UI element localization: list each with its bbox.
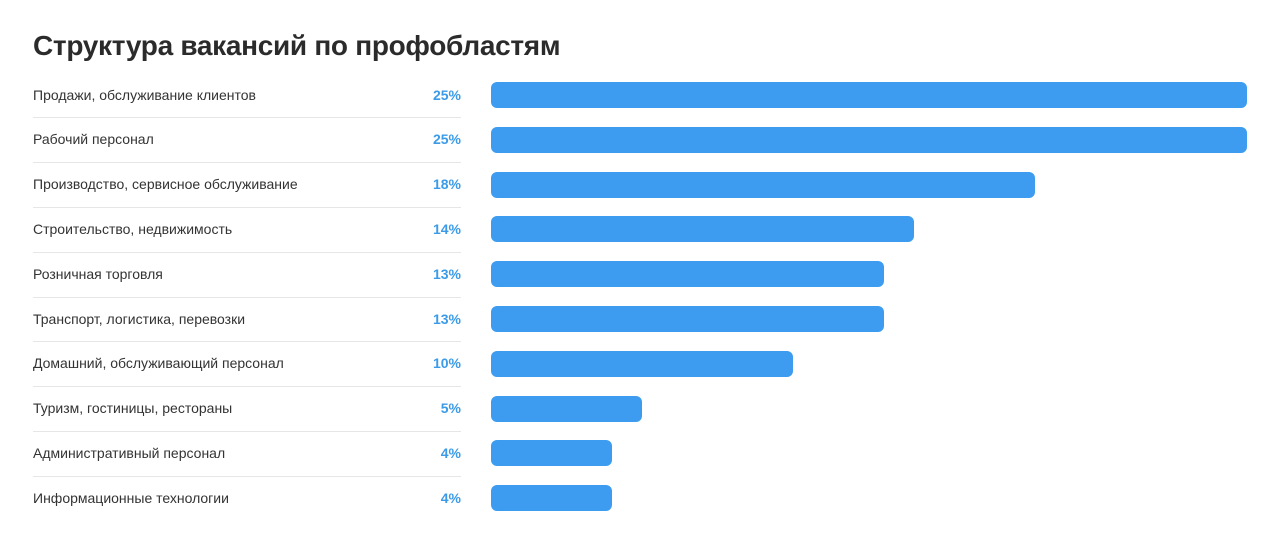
row-separator: [33, 476, 461, 477]
value-label: 13%: [432, 310, 461, 327]
value-label: 4%: [440, 489, 461, 506]
bar: [491, 216, 915, 243]
value-label: 18%: [432, 176, 461, 193]
bar: [491, 485, 612, 512]
bar: [491, 350, 794, 377]
value-label: 25%: [432, 86, 461, 103]
category-row: Административный персонал 4%: [33, 431, 461, 476]
value-label: 13%: [432, 265, 461, 282]
bar: [491, 261, 885, 288]
category-row: Строительство, недвижимость 14%: [33, 207, 461, 252]
value-label: 14%: [432, 220, 461, 237]
category-label: Розничная торговля: [33, 265, 163, 282]
category-label: Производство, сервисное обслуживание: [33, 176, 298, 193]
category-row: Рабочий персонал 25%: [33, 117, 461, 162]
bar: [491, 306, 885, 332]
bar: [491, 171, 1036, 198]
category-row: Производство, сервисное обслуживание 18%: [33, 162, 461, 207]
category-row: Розничная торговля 13%: [33, 252, 461, 297]
row-separator: [33, 117, 461, 118]
value-label: 10%: [432, 355, 461, 372]
bar: [491, 126, 1247, 153]
category-label: Рабочий персонал: [33, 131, 154, 148]
category-row: Домашний, обслуживающий персонал 10%: [33, 341, 461, 386]
category-label: Административный персонал: [33, 444, 226, 461]
category-label: Продажи, обслуживание клиентов: [33, 86, 256, 103]
category-label: Туризм, гостиницы, рестораны: [33, 400, 233, 417]
category-label: Информационные технологии: [33, 489, 229, 506]
category-row: Информационные технологии 4%: [33, 476, 461, 521]
row-separator: [33, 297, 461, 298]
bar: [491, 395, 643, 422]
bar: [491, 82, 1247, 108]
category-label: Домашний, обслуживающий персонал: [33, 355, 284, 372]
category-row: Продажи, обслуживание клиентов 25%: [33, 73, 461, 118]
row-separator: [33, 252, 461, 253]
category-row: Туризм, гостиницы, рестораны 5%: [33, 386, 461, 431]
row-separator: [33, 431, 461, 432]
row-separator: [33, 207, 461, 208]
chart-title: Структура вакансий по профобластям: [33, 30, 561, 61]
bar: [491, 440, 612, 467]
value-label: 4%: [440, 444, 461, 461]
value-label: 5%: [440, 400, 461, 417]
category-label: Строительство, недвижимость: [33, 220, 233, 237]
row-separator: [33, 386, 461, 387]
category-row: Транспорт, логистика, перевозки 13%: [33, 297, 461, 342]
row-separator: [33, 341, 461, 342]
row-separator: [33, 162, 461, 163]
value-label: 25%: [432, 131, 461, 148]
category-label: Транспорт, логистика, перевозки: [33, 310, 246, 327]
